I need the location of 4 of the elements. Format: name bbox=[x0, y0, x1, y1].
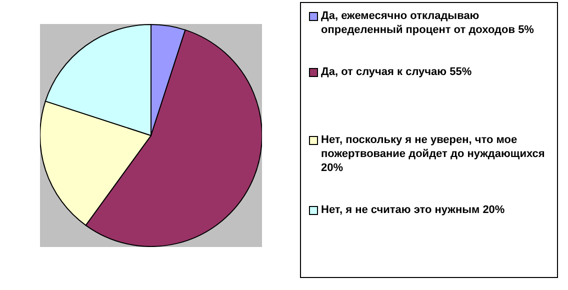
legend-label: Да, ежемесячно откладываю определенный процент от доходов 5% bbox=[321, 9, 535, 37]
legend-label: Нет, я не считаю это нужным 20% bbox=[321, 203, 505, 217]
legend-label: Да, от случая к случаю 55% bbox=[321, 65, 472, 79]
legend-label: Нет, поскольку я не уверен, что мое пожертвование дойдет до нуждающихся 20% bbox=[321, 133, 546, 175]
